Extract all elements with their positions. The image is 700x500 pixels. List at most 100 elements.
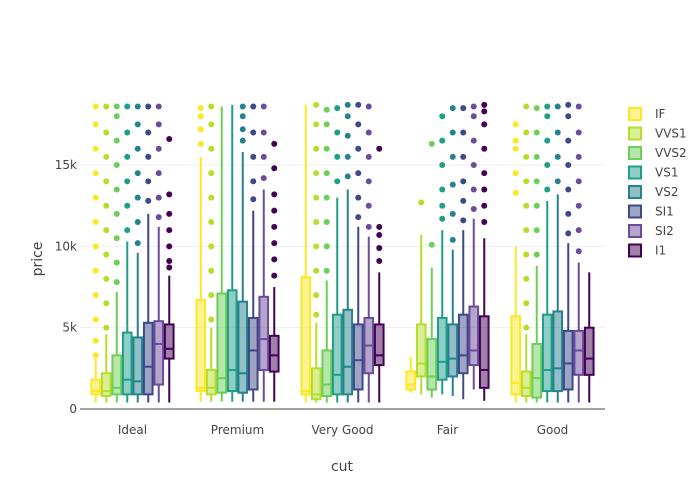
outlier-point <box>523 202 530 209</box>
outlier-point <box>197 113 204 120</box>
legend-swatch <box>628 224 642 238</box>
box-body <box>247 316 259 391</box>
box <box>520 103 532 403</box>
outlier-point <box>113 113 120 120</box>
outlier-point <box>533 153 540 160</box>
box <box>100 103 112 403</box>
box-body <box>153 320 165 386</box>
outlier-point <box>439 202 446 209</box>
outlier-point <box>523 300 530 307</box>
box <box>310 101 322 403</box>
outlier-point <box>250 153 257 160</box>
box <box>562 101 574 403</box>
box <box>237 103 249 402</box>
outlier-point <box>355 170 362 177</box>
outlier-point <box>533 227 540 234</box>
outlier-point <box>544 162 551 169</box>
box <box>573 103 585 403</box>
outlier-point <box>460 105 467 112</box>
outlier-point <box>313 101 320 108</box>
outlier-point <box>239 126 246 133</box>
outlier-point <box>134 170 141 177</box>
outlier-point <box>449 129 456 136</box>
outlier-point <box>239 137 246 144</box>
box-body <box>573 329 585 376</box>
outlier-point <box>428 140 435 147</box>
outlier-point <box>365 178 372 185</box>
outlier-point <box>439 186 446 193</box>
legend-swatch <box>628 243 642 258</box>
box-body <box>331 313 343 396</box>
box-body <box>310 367 322 401</box>
outlier-point <box>512 121 519 128</box>
outlier-point <box>439 137 446 144</box>
outlier-point <box>92 103 99 110</box>
outlier-point <box>323 170 330 177</box>
box-body <box>531 342 543 399</box>
outlier-point <box>103 153 110 160</box>
outlier-point <box>575 227 582 234</box>
box-body <box>426 338 438 391</box>
outlier-point <box>481 186 488 193</box>
outlier-point <box>565 101 572 108</box>
outlier-point <box>523 324 530 331</box>
outlier-point <box>197 126 204 133</box>
legend: IF VVS1 VVS2 VS1 VS2 SI1 SI2 I1 <box>628 107 687 258</box>
outlier-point <box>271 272 278 279</box>
outlier-point <box>439 162 446 169</box>
box <box>163 136 175 403</box>
box-body <box>100 372 112 397</box>
series-vvs2 <box>111 103 543 403</box>
outlier-point <box>428 241 435 248</box>
outlier-point <box>208 267 215 274</box>
outlier-point <box>365 103 372 110</box>
outlier-point <box>376 244 383 251</box>
box <box>121 103 133 403</box>
outlier-point <box>103 324 110 331</box>
outlier-point <box>260 153 267 160</box>
x-tick-label: Good <box>537 423 569 437</box>
outlier-point <box>124 178 131 185</box>
box <box>216 106 228 402</box>
box <box>132 103 144 403</box>
outlier-point <box>376 145 383 152</box>
outlier-point <box>166 210 173 217</box>
legend-item: IF <box>628 107 666 121</box>
outlier-point <box>481 145 488 152</box>
outlier-point <box>481 202 488 209</box>
box <box>153 103 165 403</box>
outlier-point <box>544 137 551 144</box>
outlier-point <box>134 194 141 201</box>
outlier-point <box>92 170 99 177</box>
series-vs2 <box>132 101 564 403</box>
outlier-point <box>523 178 530 185</box>
outlier-point <box>365 223 372 230</box>
box <box>342 101 354 403</box>
outlier-point <box>365 202 372 209</box>
outlier-point <box>208 145 215 152</box>
outlier-point <box>460 197 467 204</box>
outlier-point <box>155 103 162 110</box>
outlier-point <box>575 202 582 209</box>
outlier-point <box>103 275 110 282</box>
legend-item: I1 <box>628 243 666 258</box>
outlier-point <box>481 218 488 225</box>
box <box>142 103 154 403</box>
outlier-point <box>481 108 488 115</box>
box <box>447 105 459 396</box>
x-axis-title: cut <box>331 459 354 475</box>
outlier-point <box>565 186 572 193</box>
outlier-point <box>113 162 120 169</box>
legend-swatch <box>628 107 642 121</box>
outlier-point <box>334 178 341 185</box>
x-axis-ticks: Ideal Premium Very Good Fair Good <box>118 423 568 437</box>
outlier-point <box>460 178 467 185</box>
box <box>258 103 270 402</box>
legend-item: VS1 <box>628 165 678 180</box>
box <box>331 105 343 403</box>
box-body <box>478 315 490 389</box>
outlier-point <box>208 316 215 323</box>
outlier-point <box>239 113 246 120</box>
outlier-point <box>344 173 351 180</box>
outlier-point <box>313 170 320 177</box>
